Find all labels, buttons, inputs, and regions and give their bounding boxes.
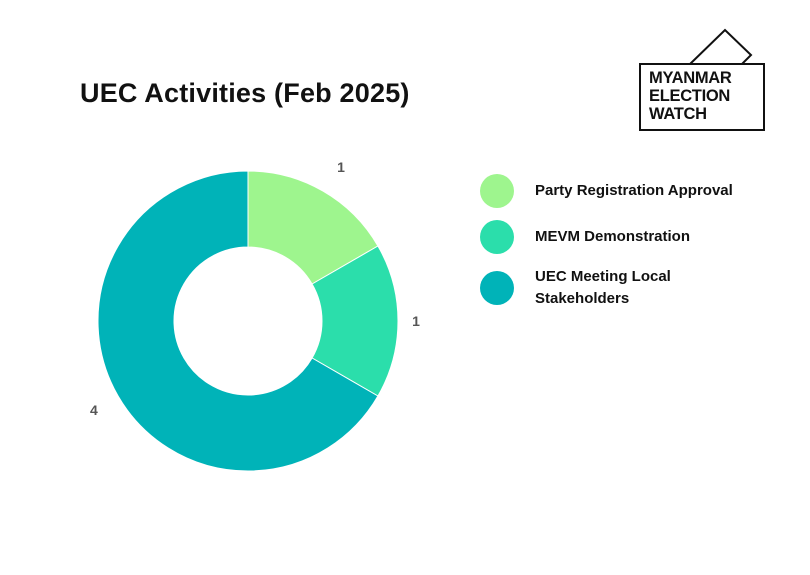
myanmar-election-watch-logo: MYANMAR ELECTION WATCH [637,28,767,134]
logo-box: MYANMAR ELECTION WATCH [639,63,765,131]
donut-slice-1 [247,170,379,285]
chart-title: UEC Activities (Feb 2025) [80,78,410,108]
logo-line-1: MYANMAR [649,69,732,87]
legend-label-2: MEVM Demonstration [535,228,691,245]
legend-item-3: UEC Meeting Local Stakeholders [480,266,755,310]
legend-swatch-3 [480,271,514,305]
data-label-2: 1 [412,313,420,329]
legend-label-3: UEC Meeting Local Stakeholders [535,268,671,307]
donut-slice-2 [311,245,399,397]
legend-item-1: Party Registration Approval [480,174,755,208]
donut-data-labels: 1 1 4 [90,159,420,418]
chart-legend: Party Registration Approval MEVM Demonstr… [480,174,755,322]
data-label-1: 1 [337,159,345,175]
logo-line-3: WATCH [649,105,707,123]
legend-swatch-2 [480,220,514,254]
legend-swatch-1 [480,174,514,208]
donut-slice-3 [97,170,379,472]
logo-text: MYANMAR ELECTION WATCH [649,69,732,123]
donut-slices [97,170,399,472]
legend-label-1: Party Registration Approval [535,182,733,199]
legend-item-2: MEVM Demonstration [480,220,755,254]
data-label-3: 4 [90,402,98,418]
logo-line-2: ELECTION [649,87,731,105]
